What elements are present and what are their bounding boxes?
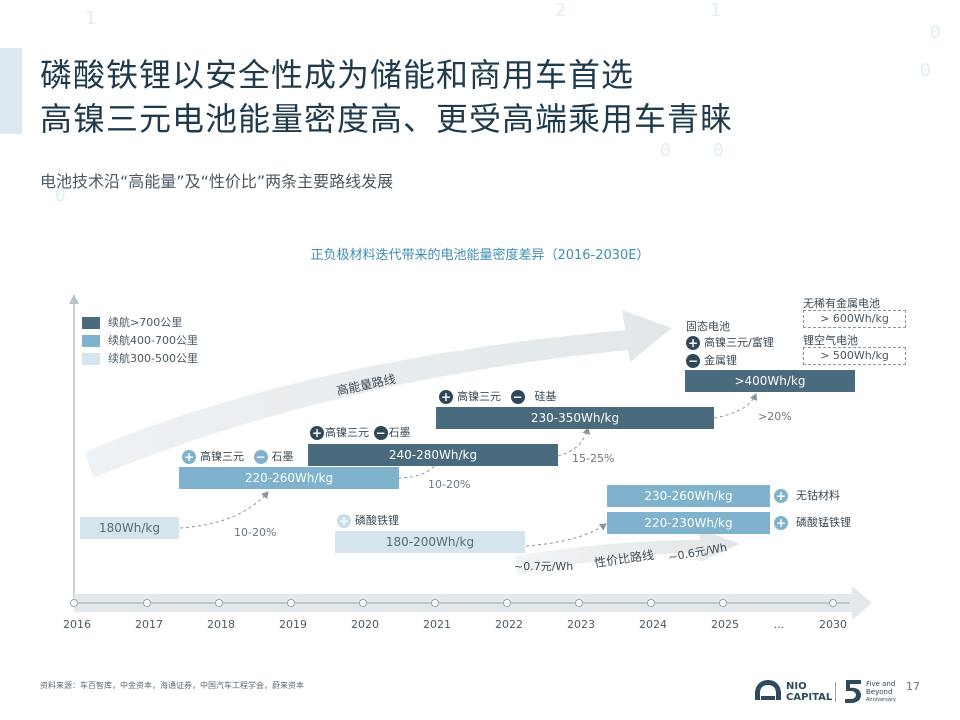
page-subtitle: 电池技术沿“高能量”及“性价比”两条主要路线发展 [40,172,394,191]
plus-icon: + [310,426,324,440]
future-li-air-value: > 500Wh/kg [803,347,906,365]
high-energy-route-arrow [85,310,672,478]
title-accent-bar [0,48,22,134]
page-title-line1: 磷酸铁锂以安全性成为储能和商用车首选 [40,56,635,94]
year-label: 2019 [279,618,307,631]
bar-230-350: 230-350Wh/kg [436,407,714,429]
bar-400: >400Wh/kg [685,370,855,392]
annotation-lfp: + 磷酸铁锂 [337,514,399,528]
plus-icon: + [774,516,788,530]
future-no-rare-metal-value: > 600Wh/kg [803,310,906,328]
five-anniversary-icon [845,680,861,703]
minus-icon: − [373,426,388,440]
anniversary-text: Five and Beyond Anniversary [866,680,896,703]
background-digit: 0 [713,140,724,161]
annotation-solid-state-pos: + 高镍三元/富锂 [686,336,774,350]
source-note: 资料来源：车百智库，中金资本，海通证券，中国汽车工程学会，蔚来资本 [40,681,304,690]
future-no-rare-metal: 无稀有金属电池 [803,297,880,310]
annotation-2018: + 高镍三元 − 石墨 [182,450,294,464]
page-title-line2: 高镍三元电池能量密度高、更受高端乘用车青睐 [40,100,734,138]
cost-route-arrow [515,528,740,575]
chart-title: 正负极材料迭代带来的电池能量密度差异（2016-2030E） [310,248,650,263]
annotation-solid-state-neg: − 金属锂 [686,354,737,368]
bar-180: 180Wh/kg [80,517,179,539]
background-digit: 1 [85,8,96,29]
plus-icon: + [337,514,351,528]
legend-item-700: 续航>700公里 [82,314,182,329]
annotation-solid-state-title: 固态电池 [686,320,730,333]
minus-icon: − [686,354,700,368]
growth-label-4: >20% [758,410,792,423]
year-label: 2022 [495,618,523,631]
background-digit: 0 [660,140,671,161]
year-label: 2018 [207,618,235,631]
minus-icon: − [510,390,525,404]
cost-label-1: ~0.7元/Wh [514,560,574,573]
bar-240-280: 240-280Wh/kg [308,444,558,466]
plus-icon: + [182,450,196,464]
page-number: 17 [906,680,920,693]
future-li-air: 锂空气电池 [803,334,858,347]
growth-label-1: 10-20% [234,526,277,539]
nio-capital-logo-text: NIO CAPITAL [786,681,833,703]
growth-connector-4 [713,393,758,419]
year-label: 2025 [711,618,739,631]
bar-180-200: 180-200Wh/kg [335,531,525,553]
year-label: 2023 [567,618,595,631]
annotation-2021: + 高镍三元 − 硅基 [439,390,557,404]
year-label: 2020 [351,618,379,631]
annotation-lmfp: + 磷酸锰铁锂 [774,516,851,530]
annotation-2019: + 高镍三元 − 石墨 [310,426,411,440]
plus-icon: + [439,390,453,404]
minus-icon: − [253,450,268,464]
footer-divider [835,682,836,702]
year-label: 2021 [423,618,451,631]
growth-label-2: 10-20% [428,478,471,491]
plus-icon: + [686,336,700,350]
background-digit: 2 [555,0,566,21]
plus-icon: + [774,489,788,503]
background-digit: 0 [930,22,941,43]
growth-connector-1 [179,491,269,529]
year-label: 2017 [135,618,163,631]
year-label: 2030 [819,618,847,631]
background-digit: 1 [710,0,721,21]
legend-item-400-700: 续航400-700公里 [82,332,198,347]
background-digit: 0 [55,185,66,206]
legend-swatch [82,353,100,365]
growth-label-3: 15-25% [572,452,615,465]
legend-item-300-500: 续航300-500公里 [82,350,198,365]
background-digit: 0 [920,60,931,81]
annotation-cobalt-free: + 无钴材料 [774,489,840,503]
cost-connector [525,523,607,547]
year-label: 2016 [63,618,91,631]
nio-logo-icon [755,680,781,700]
legend-swatch [82,335,100,347]
bar-220-230: 220-230Wh/kg [607,512,770,534]
bar-230-260: 230-260Wh/kg [607,485,770,507]
legend-swatch [82,317,100,329]
year-label: 2024 [639,618,667,631]
y-axis-arrowhead [69,294,79,304]
timeline-ticks [70,599,837,607]
year-label: ... [773,618,785,631]
bar-220-260-2018: 220-260Wh/kg [179,467,399,489]
